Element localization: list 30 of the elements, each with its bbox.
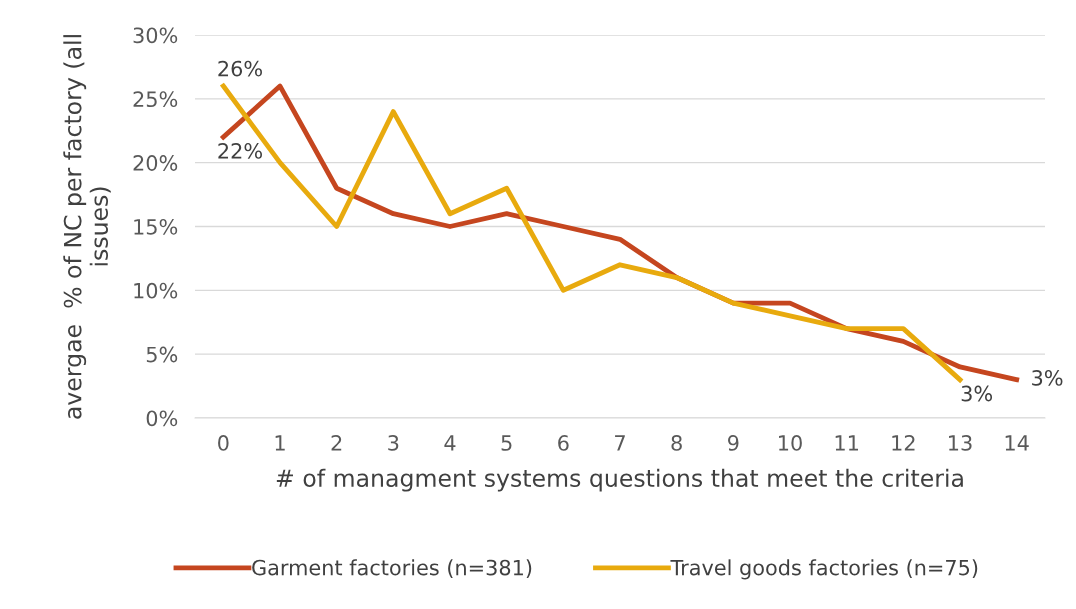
x-tick-label: 7 bbox=[615, 435, 625, 451]
data-label: 26% bbox=[218, 60, 262, 77]
x-tick-label: 11 bbox=[835, 435, 858, 451]
data-label: 3% bbox=[1032, 369, 1063, 386]
x-tick-label: 4 bbox=[444, 435, 456, 451]
x-tick-label: 12 bbox=[892, 435, 915, 451]
data-label: 3% bbox=[961, 385, 993, 402]
y-tick-label: 15% bbox=[134, 218, 178, 235]
y-tick-label: 0% bbox=[146, 410, 178, 427]
x-tick-label: 6 bbox=[558, 435, 569, 451]
x-tick-label: 3 bbox=[388, 435, 399, 451]
x-tick-label: 0 bbox=[218, 435, 229, 451]
x-tick-label: 9 bbox=[728, 435, 739, 451]
x-tick-label: 2 bbox=[331, 435, 342, 451]
legend-label: Travel goods factories (n=75) bbox=[670, 559, 978, 580]
x-tick-label: 14 bbox=[1005, 435, 1029, 451]
data-label: 22% bbox=[218, 143, 262, 159]
y-tick-label: 30% bbox=[133, 27, 178, 44]
x-axis-title: # of managment systems questions that meet the criteria bbox=[276, 468, 963, 492]
x-tick-label: 13 bbox=[949, 435, 972, 451]
x-tick-label: 5 bbox=[501, 435, 512, 451]
x-tick-label: 10 bbox=[779, 435, 802, 451]
y-axis-title: avergae % of NC per factory (all issues) bbox=[63, 35, 111, 419]
y-tick-label: 10% bbox=[134, 282, 178, 299]
y-tick-label: 25% bbox=[133, 91, 178, 108]
y-tick-label: 20% bbox=[133, 155, 178, 171]
y-tick-label: 5% bbox=[146, 346, 178, 363]
x-tick-label: 1 bbox=[275, 435, 285, 451]
x-tick-label: 8 bbox=[671, 435, 682, 451]
legend-label: Garment factories (n=381) bbox=[252, 559, 532, 578]
